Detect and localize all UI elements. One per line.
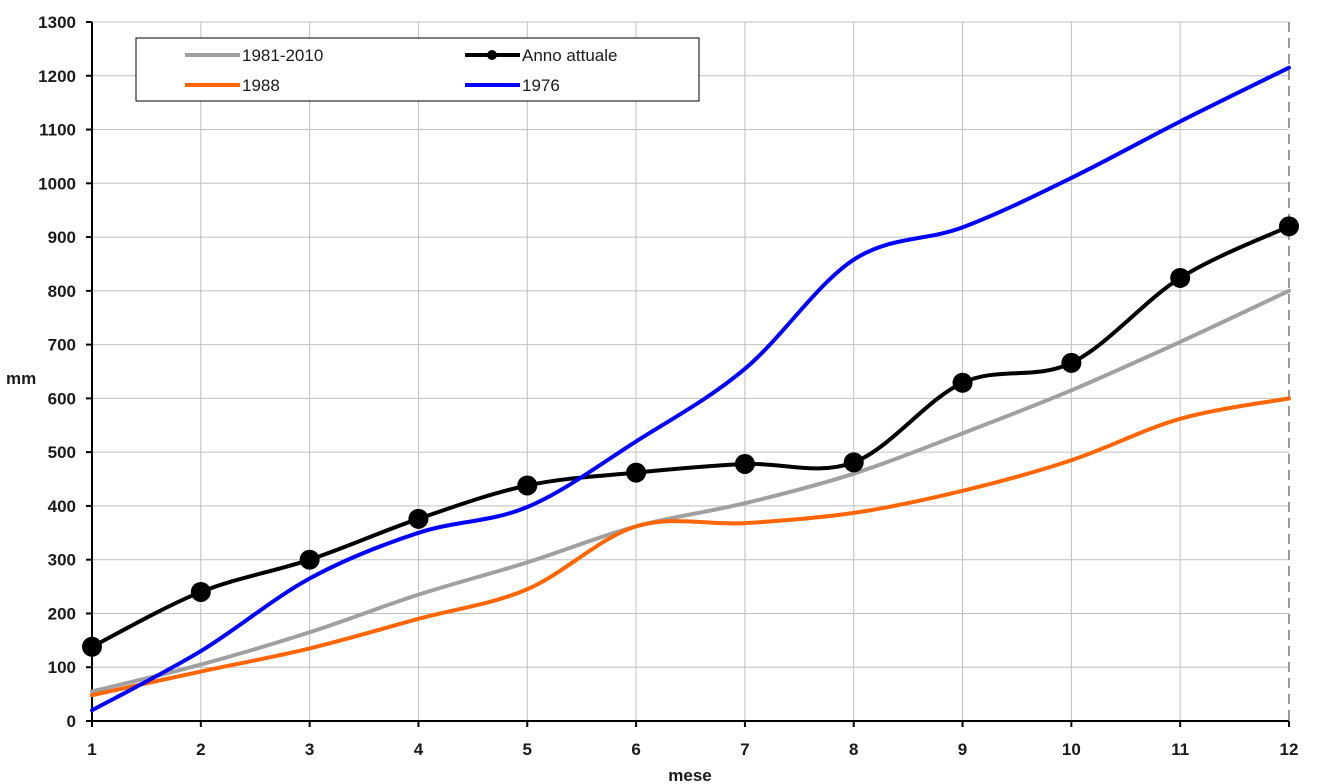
series-line-anno-attuale: [90, 224, 1291, 649]
y-tick-label: 800: [48, 282, 76, 301]
x-tick-label: 9: [958, 740, 967, 759]
x-tick-label: 12: [1280, 740, 1299, 759]
y-tick-label: 300: [48, 551, 76, 570]
y-tick-label: 900: [48, 228, 76, 247]
x-tick-label: 10: [1062, 740, 1081, 759]
data-point-anno-attuale: [190, 581, 211, 602]
legend-label-1981-2010: 1981-2010: [242, 46, 323, 65]
y-tick-label: 600: [48, 389, 76, 408]
y-tick-label: 0: [67, 712, 76, 731]
legend-label-1988: 1988: [242, 76, 280, 95]
data-point-anno-attuale: [952, 372, 973, 393]
data-point-anno-attuale: [1061, 352, 1082, 373]
x-tick-label: 7: [740, 740, 749, 759]
x-tick-label: 3: [305, 740, 314, 759]
axes: [86, 21, 1290, 727]
legend-label-1976: 1976: [522, 76, 560, 95]
x-tick-label: 4: [414, 740, 424, 759]
legend-label-anno-attuale: Anno attuale: [522, 46, 617, 65]
x-tick-label: 8: [849, 740, 858, 759]
y-tick-label: 1000: [38, 174, 76, 193]
y-tick-label: 1300: [38, 13, 76, 32]
x-tick-label: 11: [1171, 740, 1189, 759]
y-axis-label: mm: [6, 369, 36, 388]
y-tick-label: 1200: [38, 67, 76, 86]
y-tick-label: 100: [48, 658, 76, 677]
data-point-anno-attuale: [517, 475, 538, 496]
data-point-anno-attuale: [408, 508, 429, 529]
data-point-anno-attuale: [299, 549, 320, 570]
y-tick-label: 400: [48, 497, 76, 516]
x-tick-label: 1: [87, 740, 96, 759]
data-point-anno-attuale: [82, 636, 102, 657]
x-tick-label: 6: [631, 740, 640, 759]
y-tick-label: 500: [48, 443, 76, 462]
gridlines: [92, 22, 1289, 721]
series-lines: [82, 65, 1299, 713]
data-point-anno-attuale: [626, 462, 647, 483]
legend-marker-anno-attuale: [487, 50, 497, 60]
x-axis-label: mese: [668, 766, 711, 784]
series-line-1988: [90, 396, 1291, 698]
y-tick-label: 700: [48, 336, 76, 355]
series-line-1981-2010: [90, 288, 1291, 694]
legend-box: [135, 37, 700, 102]
y-tick-label: 200: [48, 604, 76, 623]
legend: 1981-2010 Anno attuale 1988 1976: [135, 37, 700, 102]
y-tick-label: 1100: [39, 121, 76, 140]
data-point-anno-attuale: [1170, 267, 1191, 288]
data-point-anno-attuale: [1279, 216, 1299, 237]
series-line-1976: [90, 65, 1291, 713]
x-tick-label: 2: [196, 740, 205, 759]
data-point-anno-attuale: [734, 453, 755, 474]
x-tick-label: 5: [523, 740, 532, 759]
data-point-anno-attuale: [843, 452, 864, 473]
tick-labels: 1 2 3 4 5 6 7 8 9 10 11 120100200300400500600700800…: [38, 13, 1298, 759]
